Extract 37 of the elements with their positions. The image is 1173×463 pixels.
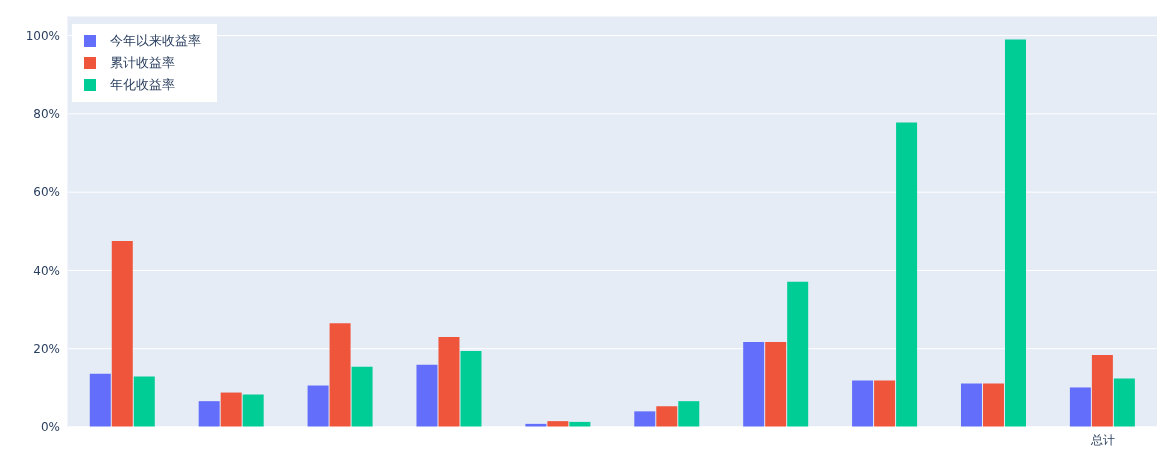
y-tick-label: 80%: [33, 107, 60, 122]
bar: [351, 366, 373, 427]
bar: [874, 380, 896, 427]
bar: [220, 392, 242, 427]
x-tick-label: 总计: [1089, 432, 1115, 447]
bar: [89, 373, 111, 427]
y-tick-label: 20%: [33, 341, 60, 356]
y-tick-label: 60%: [33, 185, 60, 200]
bar: [743, 342, 765, 427]
bar: [198, 401, 220, 427]
bar: [1091, 354, 1113, 427]
bar: [634, 411, 656, 427]
y-tick-label: 0%: [40, 420, 60, 435]
bar: [242, 394, 264, 427]
bar: [960, 383, 982, 427]
y-tick-label: 100%: [25, 28, 60, 43]
bar: [416, 364, 438, 427]
y-tick-label: 40%: [33, 263, 60, 278]
bar: [787, 281, 809, 427]
bar: [656, 406, 678, 427]
legend-label: 年化收益率: [110, 76, 175, 94]
bar: [1113, 378, 1135, 427]
bar: [133, 376, 155, 427]
bar: [896, 122, 918, 427]
bar: [460, 351, 482, 427]
legend-label: 今年以来收益率: [110, 32, 201, 50]
bar: [765, 342, 787, 427]
bar: [1069, 387, 1091, 427]
bar: [111, 241, 133, 427]
bar: [329, 323, 351, 427]
bar: [982, 383, 1004, 427]
bar: [1004, 39, 1026, 427]
bar: [852, 380, 874, 427]
bar: [438, 336, 460, 427]
legend-label: 累计收益率: [110, 54, 175, 72]
bar: [307, 385, 329, 427]
bar: [678, 401, 700, 427]
